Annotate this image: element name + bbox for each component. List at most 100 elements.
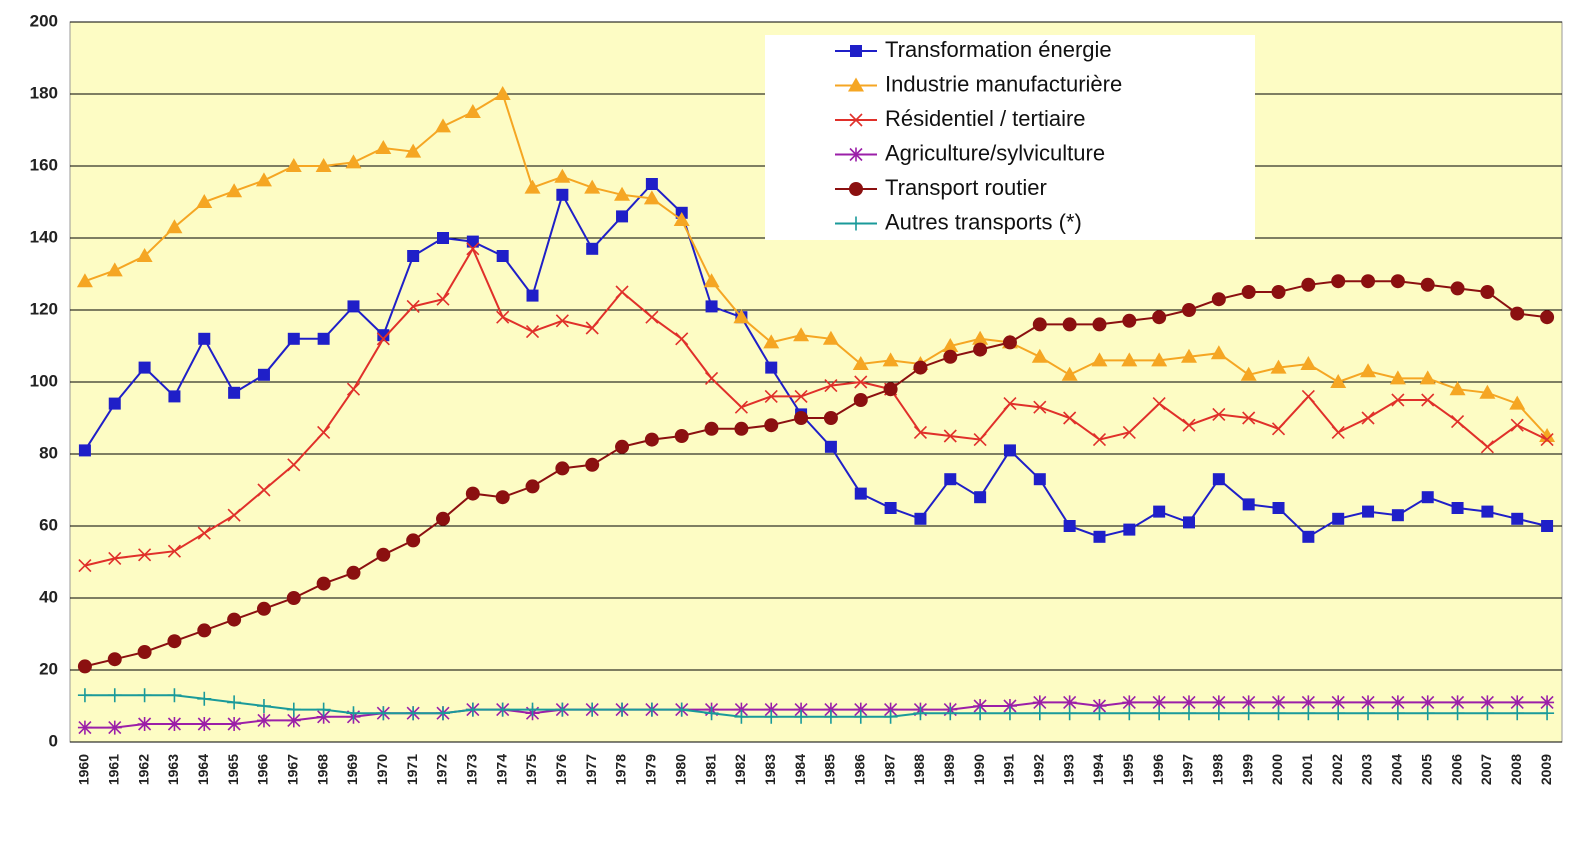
marker — [1153, 505, 1166, 518]
marker — [1182, 418, 1196, 432]
marker — [883, 702, 898, 717]
marker — [853, 702, 868, 717]
marker — [1391, 393, 1405, 407]
y-tick-label: 200 — [30, 11, 58, 30]
marker — [1032, 695, 1047, 710]
marker — [1122, 706, 1137, 721]
marker — [973, 433, 987, 447]
marker — [1420, 277, 1435, 292]
marker — [794, 702, 809, 717]
marker — [1210, 345, 1227, 360]
marker — [615, 285, 629, 299]
marker — [1242, 498, 1255, 511]
marker — [1450, 281, 1465, 296]
marker — [585, 702, 600, 717]
marker — [1241, 695, 1256, 710]
marker — [167, 544, 182, 558]
marker — [1123, 523, 1136, 536]
marker — [1033, 400, 1047, 414]
marker — [227, 717, 242, 731]
marker — [496, 250, 509, 262]
marker — [524, 179, 541, 194]
marker — [854, 375, 868, 389]
marker — [943, 429, 957, 443]
x-tick-label: 1963 — [165, 754, 181, 785]
x-tick-label: 1967 — [285, 754, 301, 785]
marker — [406, 706, 421, 721]
x-tick-label: 1980 — [672, 754, 688, 785]
marker — [1212, 473, 1225, 486]
x-tick-label: 1985 — [822, 754, 838, 785]
marker — [734, 702, 749, 717]
marker — [437, 232, 449, 244]
marker — [317, 332, 330, 345]
marker — [822, 330, 839, 345]
marker — [77, 688, 92, 703]
marker — [1062, 317, 1077, 332]
legend-marker — [849, 147, 863, 162]
marker — [78, 559, 92, 573]
marker — [1271, 285, 1286, 299]
marker — [494, 86, 511, 100]
x-tick-label: 1999 — [1239, 754, 1255, 785]
x-tick-label: 1978 — [613, 754, 629, 785]
legend-label: Résidentiel / tertiaire — [885, 106, 1086, 131]
marker — [1122, 425, 1136, 439]
x-tick-label: 1979 — [643, 754, 659, 785]
marker — [1002, 699, 1017, 713]
marker — [257, 368, 270, 381]
x-tick-label: 1993 — [1060, 754, 1076, 785]
marker — [555, 702, 570, 717]
marker — [1151, 352, 1168, 367]
x-tick-label: 2001 — [1299, 754, 1315, 785]
marker — [108, 551, 122, 565]
marker — [1421, 491, 1434, 504]
marker — [764, 702, 779, 717]
marker — [944, 473, 957, 486]
x-tick-label: 1983 — [762, 754, 778, 785]
marker — [107, 720, 122, 735]
marker — [1033, 473, 1046, 486]
marker — [495, 490, 510, 505]
marker — [1152, 695, 1167, 710]
x-tick-label: 1961 — [105, 754, 121, 785]
marker — [1062, 695, 1077, 710]
marker — [346, 706, 361, 721]
x-tick-label: 1976 — [553, 754, 569, 785]
marker — [1032, 317, 1047, 332]
marker — [1301, 695, 1316, 710]
marker — [1212, 407, 1226, 421]
marker — [1450, 415, 1465, 429]
marker — [1450, 706, 1465, 721]
y-tick-label: 60 — [39, 515, 58, 534]
marker — [1332, 512, 1345, 525]
marker — [315, 158, 332, 172]
legend-marker — [850, 45, 862, 57]
marker — [972, 330, 989, 345]
marker — [287, 332, 300, 345]
x-tick-label: 1991 — [1001, 754, 1017, 785]
marker — [227, 612, 242, 627]
marker — [1271, 706, 1286, 721]
marker — [286, 591, 301, 605]
marker — [198, 332, 211, 345]
marker — [1540, 310, 1555, 325]
marker — [436, 706, 450, 721]
x-tick-label: 1984 — [792, 754, 808, 785]
marker — [1182, 695, 1196, 710]
legend-box — [765, 35, 1255, 240]
marker — [1152, 310, 1167, 325]
marker — [466, 235, 479, 248]
x-tick-label: 1981 — [702, 754, 718, 785]
marker — [256, 699, 271, 713]
marker — [1211, 695, 1226, 710]
x-tick-label: 1962 — [135, 754, 151, 785]
marker — [764, 389, 778, 403]
marker — [1182, 706, 1196, 721]
marker — [913, 360, 928, 375]
marker — [1032, 706, 1047, 721]
marker — [1451, 502, 1464, 514]
x-tick-label: 1998 — [1210, 754, 1226, 785]
marker — [1510, 695, 1525, 710]
